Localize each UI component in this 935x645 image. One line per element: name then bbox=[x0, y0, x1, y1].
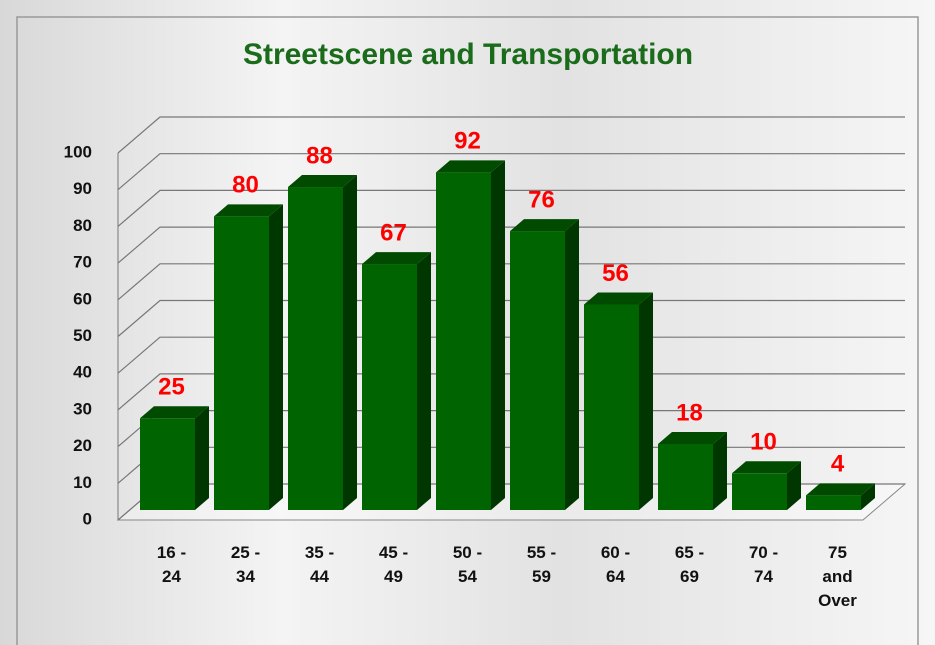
x-tick-label: 45 - 49 bbox=[368, 541, 420, 589]
value-label: 25 bbox=[158, 374, 185, 401]
y-tick-label: 60 bbox=[73, 289, 92, 308]
y-tick-label: 80 bbox=[73, 216, 92, 235]
value-label: 4 bbox=[831, 451, 845, 478]
x-tick-label: 50 - 54 bbox=[442, 541, 494, 589]
grid-line bbox=[118, 117, 905, 153]
bar bbox=[732, 473, 787, 510]
y-tick-label: 40 bbox=[73, 363, 92, 382]
y-tick-label: 10 bbox=[73, 473, 92, 492]
y-tick-label: 20 bbox=[73, 436, 92, 455]
bar bbox=[658, 444, 713, 510]
bar bbox=[510, 231, 565, 510]
value-label: 67 bbox=[380, 219, 407, 246]
bar-side bbox=[491, 160, 505, 510]
bar bbox=[584, 304, 639, 510]
bar-side bbox=[417, 252, 431, 510]
chart-frame: Streetscene and Transportation 0 10 20 30 40… bbox=[0, 0, 935, 645]
x-tick-label: 60 - 64 bbox=[590, 541, 642, 589]
y-tick-label: 0 bbox=[83, 509, 92, 528]
y-tick-label: 30 bbox=[73, 399, 92, 418]
value-label: 76 bbox=[528, 186, 555, 213]
y-tick-label: 70 bbox=[73, 253, 92, 272]
y-tick-label: 50 bbox=[73, 326, 92, 345]
bar bbox=[140, 418, 195, 510]
x-tick-label: 16 - 24 bbox=[146, 541, 198, 589]
y-tick-label: 100 bbox=[64, 142, 92, 161]
bar bbox=[806, 495, 861, 510]
value-label: 56 bbox=[602, 260, 629, 287]
x-tick-label: 75 and Over bbox=[812, 541, 864, 613]
x-tick-label: 25 - 34 bbox=[220, 541, 272, 589]
bar bbox=[362, 264, 417, 510]
bar bbox=[436, 172, 491, 510]
bar bbox=[288, 187, 343, 510]
value-label: 92 bbox=[454, 128, 481, 155]
bar-side bbox=[269, 204, 283, 510]
x-tick-label: 35 - 44 bbox=[294, 541, 346, 589]
bar-side bbox=[565, 219, 579, 510]
value-label: 10 bbox=[750, 429, 777, 456]
value-label: 18 bbox=[676, 399, 703, 426]
bar-side bbox=[639, 292, 653, 510]
bar-side bbox=[343, 175, 357, 510]
bar bbox=[214, 216, 269, 510]
x-tick-label: 70 - 74 bbox=[738, 541, 790, 589]
value-label: 88 bbox=[306, 142, 333, 169]
y-tick-label: 90 bbox=[73, 179, 92, 198]
value-label: 80 bbox=[232, 172, 259, 199]
bar-side bbox=[195, 406, 209, 510]
bar-side bbox=[713, 432, 727, 510]
chart-title: Streetscene and Transportation bbox=[243, 38, 693, 71]
x-tick-label: 65 - 69 bbox=[664, 541, 716, 589]
x-tick-label: 55 - 59 bbox=[516, 541, 568, 589]
